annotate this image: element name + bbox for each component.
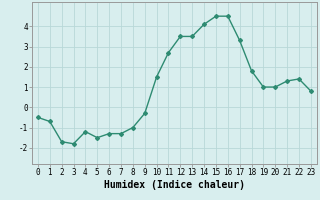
X-axis label: Humidex (Indice chaleur): Humidex (Indice chaleur) xyxy=(104,180,245,190)
